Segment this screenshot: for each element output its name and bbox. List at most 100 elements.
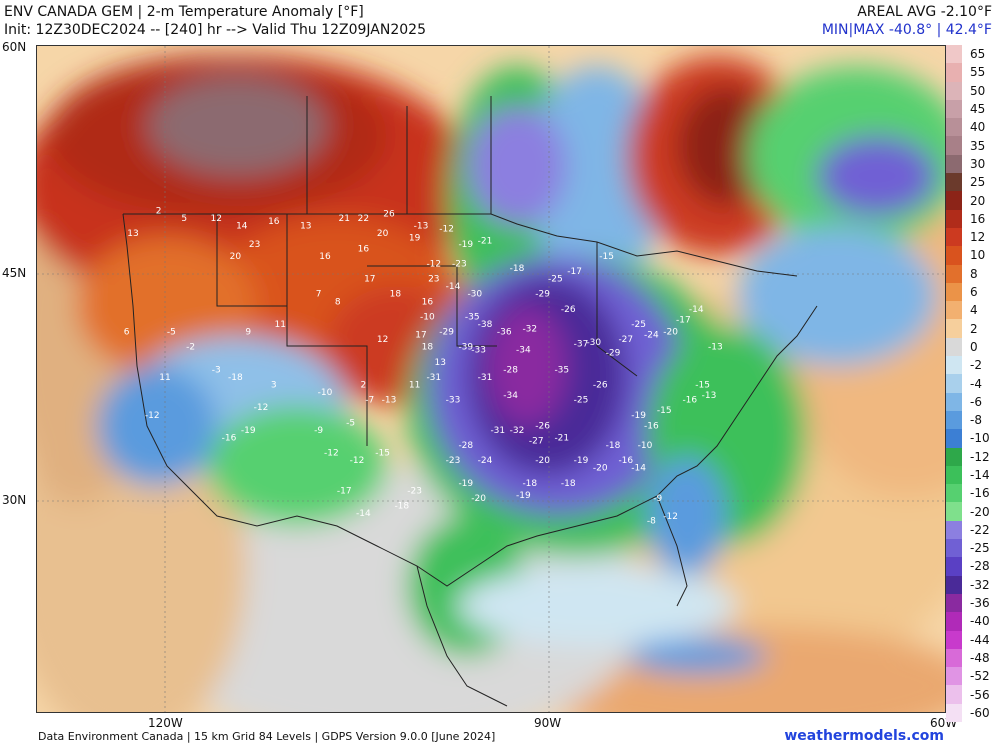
color-scale-label: -32 bbox=[970, 577, 990, 592]
color-scale-label: 8 bbox=[970, 266, 978, 281]
color-scale-label: -36 bbox=[970, 596, 990, 611]
anomaly-label: 23 bbox=[428, 275, 439, 285]
lon-label-120w: 120W bbox=[148, 716, 183, 730]
lon-label-90w: 90W bbox=[534, 716, 562, 730]
anomaly-label: -21 bbox=[478, 237, 493, 247]
anomaly-label: -19 bbox=[458, 240, 473, 250]
color-scale-swatch bbox=[946, 63, 962, 83]
lat-label-30n: 30N bbox=[2, 493, 27, 507]
anomaly-label: 21 bbox=[338, 214, 349, 224]
color-scale-label: -25 bbox=[970, 541, 990, 556]
color-scale-label: 55 bbox=[970, 65, 986, 80]
anomaly-label: -14 bbox=[631, 464, 646, 474]
anomaly-label: 13 bbox=[300, 222, 311, 232]
anomaly-label: 16 bbox=[358, 244, 370, 254]
anomaly-label: -10 bbox=[638, 441, 653, 451]
anomaly-label: -38 bbox=[478, 320, 493, 330]
init-valid-time: Init: 12Z30DEC2024 -- [240] hr --> Valid… bbox=[4, 22, 426, 38]
color-scale-swatch bbox=[946, 429, 962, 449]
color-scale-swatch bbox=[946, 667, 962, 686]
color-scale-swatch bbox=[946, 173, 962, 192]
color-scale-swatch bbox=[946, 685, 962, 705]
anomaly-label: -13 bbox=[702, 391, 717, 401]
anomaly-label: 12 bbox=[377, 335, 388, 345]
color-scale-label: -44 bbox=[970, 632, 990, 647]
anomaly-label: 7 bbox=[316, 290, 322, 300]
color-scale-label: 45 bbox=[970, 102, 986, 117]
color-scale-swatch bbox=[946, 282, 962, 302]
anomaly-label: -28 bbox=[458, 441, 473, 451]
anomaly-label: -13 bbox=[708, 343, 723, 353]
anomaly-label: -24 bbox=[644, 331, 659, 341]
color-scale-label: -60 bbox=[970, 705, 990, 720]
color-scale-label: -2 bbox=[970, 358, 982, 373]
anomaly-label: -23 bbox=[446, 456, 461, 466]
boundaries bbox=[122, 96, 818, 707]
anomaly-label: -34 bbox=[503, 391, 518, 401]
anomaly-label: -31 bbox=[490, 426, 505, 436]
anomaly-label: -34 bbox=[516, 346, 531, 356]
color-scale-label: -28 bbox=[970, 559, 990, 574]
color-scale-label: -10 bbox=[970, 431, 990, 446]
anomaly-label: 13 bbox=[434, 358, 445, 368]
anomaly-label: -26 bbox=[561, 305, 576, 315]
anomaly-label: -31 bbox=[478, 373, 493, 383]
color-scale-swatch bbox=[946, 575, 962, 595]
anomaly-label: -18 bbox=[606, 441, 621, 451]
anomaly-label: -18 bbox=[522, 479, 537, 489]
color-scale-label: -6 bbox=[970, 394, 982, 409]
anomaly-label: -15 bbox=[657, 406, 672, 416]
anomaly-label: 16 bbox=[268, 217, 280, 227]
anomaly-label: -5 bbox=[167, 328, 176, 338]
anomaly-label: -32 bbox=[510, 426, 525, 436]
color-scale-swatch bbox=[946, 539, 962, 558]
color-scale-label: -8 bbox=[970, 413, 982, 428]
color-scale-swatch bbox=[946, 45, 962, 64]
anomaly-label: -12 bbox=[350, 456, 365, 466]
color-scale-swatch bbox=[946, 81, 962, 101]
anomaly-label: -12 bbox=[426, 259, 441, 269]
color-scale-swatch bbox=[946, 246, 962, 266]
color-scale-swatch bbox=[946, 301, 962, 320]
anomaly-label: -20 bbox=[471, 494, 486, 504]
anomaly-label: 11 bbox=[409, 381, 420, 391]
color-scale-swatch bbox=[946, 502, 962, 522]
min-max-values: MIN|MAX -40.8° | 42.4°F bbox=[821, 22, 992, 38]
anomaly-label: 2 bbox=[156, 207, 162, 217]
anomaly-label: -30 bbox=[467, 290, 482, 300]
anomaly-label: -15 bbox=[695, 381, 710, 391]
anomaly-label: 14 bbox=[236, 222, 248, 232]
anomaly-label: 20 bbox=[377, 229, 389, 239]
color-scale-swatch bbox=[946, 99, 962, 119]
data-source-footer: Data Environment Canada | 15 km Grid 84 … bbox=[38, 730, 496, 743]
color-scale-swatch bbox=[946, 374, 962, 394]
anomaly-label: -21 bbox=[554, 434, 569, 444]
anomaly-label: -24 bbox=[478, 456, 493, 466]
color-scale-label: 35 bbox=[970, 138, 986, 153]
anomaly-label: -12 bbox=[663, 512, 678, 522]
anomaly-label: -18 bbox=[510, 264, 525, 274]
color-scale-label: -12 bbox=[970, 449, 990, 464]
anomaly-label: -27 bbox=[529, 437, 544, 447]
anomaly-label: 5 bbox=[181, 214, 187, 224]
anomaly-label: 18 bbox=[422, 343, 434, 353]
anomaly-label: 16 bbox=[319, 252, 331, 262]
anomaly-label: -20 bbox=[535, 456, 550, 466]
color-scale-swatch bbox=[946, 484, 962, 503]
color-scale-swatch bbox=[946, 648, 962, 668]
color-scale-label: -22 bbox=[970, 522, 990, 537]
anomaly-label: -37 bbox=[574, 340, 589, 350]
anomaly-label: -10 bbox=[318, 388, 333, 398]
anomaly-label: -16 bbox=[618, 456, 633, 466]
brand-watermark: weathermodels.com bbox=[784, 728, 944, 744]
anomaly-label: -17 bbox=[337, 486, 352, 496]
anomaly-label: -12 bbox=[439, 225, 454, 235]
anomaly-label: -31 bbox=[426, 373, 441, 383]
color-scale-swatch bbox=[946, 703, 962, 723]
color-scale-label: 40 bbox=[970, 120, 986, 135]
anomaly-value-labels: -38-36-35-39 -34-33-32-30-29-31-33-31-28-… bbox=[124, 207, 723, 527]
color-scale-swatch bbox=[946, 191, 962, 211]
anomaly-label: -12 bbox=[145, 411, 160, 421]
color-scale-label: 20 bbox=[970, 193, 986, 208]
color-scale-swatch bbox=[946, 392, 962, 412]
